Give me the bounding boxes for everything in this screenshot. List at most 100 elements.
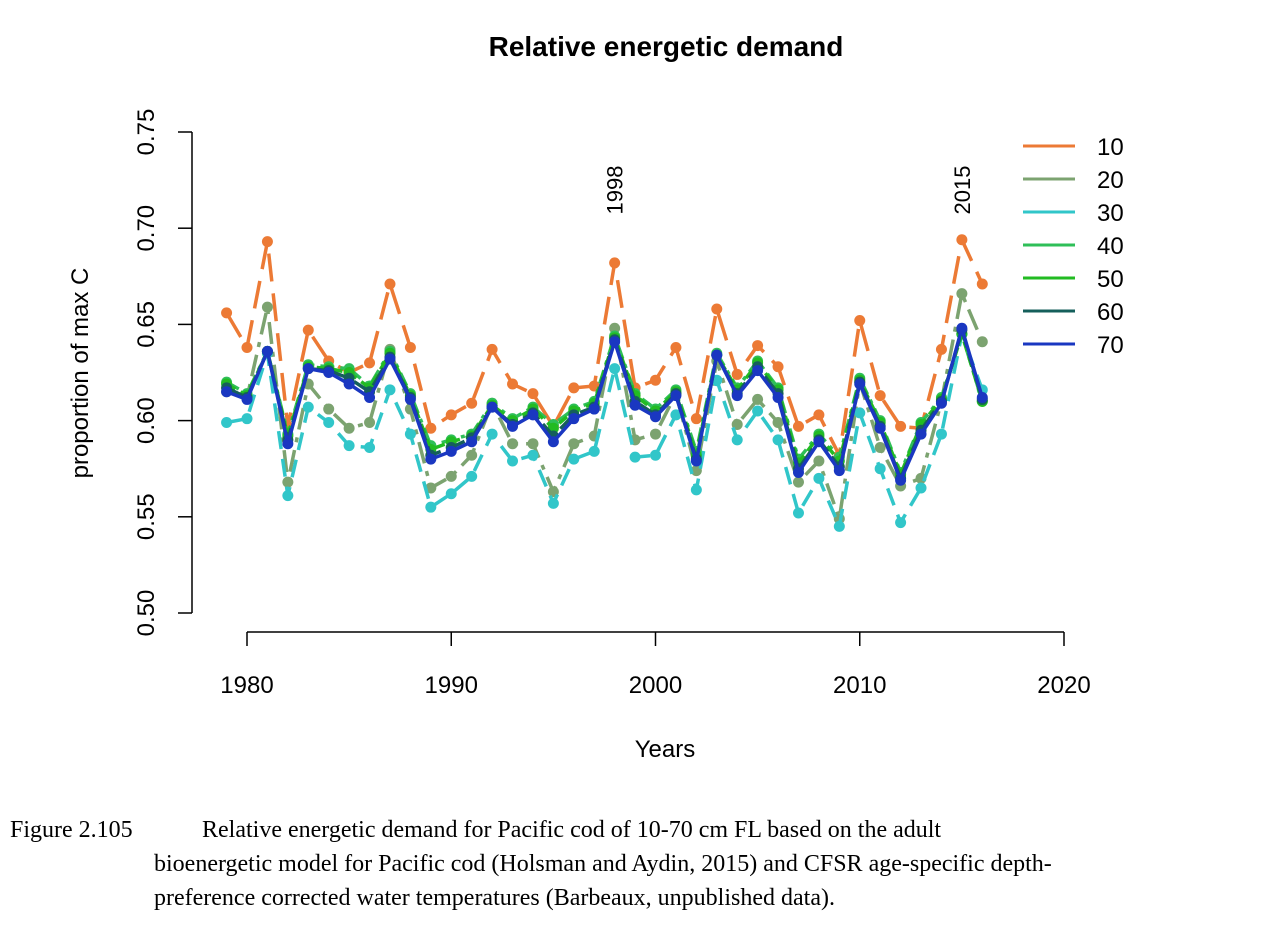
data-point [915,482,927,494]
x-tick-label: 1980 [220,672,273,699]
data-point [772,417,784,429]
data-point [609,322,621,334]
annotation-1998: 1998 [603,166,628,215]
data-point [445,409,457,421]
data-point [792,476,804,488]
data-point [711,349,723,361]
data-point [486,343,498,355]
caption-line-3: preference corrected water temperatures … [154,885,835,911]
data-point [302,363,314,375]
series-line-20 [226,291,984,521]
data-point [650,428,661,440]
legend-label-20: 20 [1097,167,1124,194]
data-point [466,449,478,461]
data-point [609,336,621,348]
data-point [364,442,376,454]
legend-label-70: 70 [1097,332,1124,359]
data-point [425,453,437,465]
data-point [404,428,416,440]
figure-caption: Figure 2.105 Relative energetic demand f… [10,813,1260,915]
data-point [813,472,825,484]
y-tick-label: 0.70 [133,205,160,252]
series-70 [221,322,988,486]
data-point [752,340,764,352]
data-point [486,401,498,413]
data-point [261,236,273,248]
data-point [568,382,580,394]
data-point [772,434,784,446]
legend-label-40: 40 [1097,233,1124,260]
data-point [935,428,947,440]
data-point [792,467,804,479]
legend-label-50: 50 [1097,266,1124,293]
data-point [323,367,335,378]
data-point [772,392,784,404]
data-point [752,365,764,377]
annotation-2015: 2015 [950,166,975,215]
data-point [690,455,702,467]
data-point [854,315,866,327]
data-point [282,438,294,450]
data-point [445,445,457,457]
data-point [425,501,437,513]
data-point [568,413,580,425]
data-point [547,436,559,448]
data-point [670,409,682,421]
data-point [895,474,907,486]
data-point [343,440,355,452]
data-point [670,390,682,402]
data-point [752,405,764,417]
data-point [670,341,682,353]
data-point [507,420,519,432]
data-point [813,409,825,421]
plot-area [221,234,988,532]
data-point [527,409,539,421]
data-point [956,234,968,246]
data-point [874,390,886,402]
data-point [731,368,743,380]
data-point [588,445,600,457]
y-tick-label: 0.55 [133,493,160,540]
data-point [629,451,641,463]
data-point [364,417,376,429]
data-point [792,420,804,432]
data-point [241,393,253,405]
x-axis-label: Years [635,736,696,763]
data-point [792,507,804,519]
data-point [711,303,723,315]
data-point [507,455,519,467]
data-point [976,392,988,404]
data-point [772,361,784,373]
data-point [343,378,355,390]
y-tick-label: 0.50 [133,590,160,637]
y-axis-label: proportion of max C [67,268,94,479]
data-point [690,484,702,496]
chart-title: Relative energetic demand [489,31,844,62]
data-point [466,436,478,448]
data-point [466,397,478,409]
caption-label: Figure 2.105 [10,817,133,843]
data-point [527,449,539,461]
x-tick-label: 2010 [833,672,886,699]
legend-label-30: 30 [1097,200,1124,227]
data-point [466,470,478,482]
data-point [261,301,273,313]
y-tick-label: 0.75 [133,109,160,156]
data-point [507,378,519,390]
x-tick-label: 2020 [1037,672,1090,699]
x-tick-label: 2000 [629,672,682,699]
data-point [956,288,968,300]
data-point [364,392,376,404]
relative-energetic-demand-chart: Relative energetic demand 0.500.550.600.… [67,31,1124,763]
data-point [507,438,519,450]
caption-line-2: bioenergetic model for Pacific cod (Hols… [154,851,1052,877]
legend-label-10: 10 [1097,134,1124,161]
data-point [323,403,335,415]
data-point [323,417,335,429]
data-point [241,413,253,425]
data-point [425,482,437,494]
data-point [874,463,886,475]
data-point [404,341,416,353]
caption-line-1: Relative energetic demand for Pacific co… [202,817,942,843]
data-point [384,384,396,396]
